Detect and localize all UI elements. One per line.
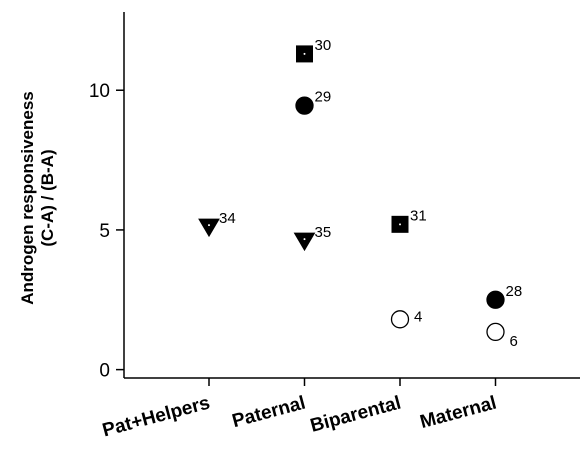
data-point-triangle [293, 232, 316, 252]
y-axis-label-line2: (C-A) / (B-A) [38, 149, 57, 246]
marker-dot [208, 224, 210, 227]
x-tick-label: Biparental [308, 393, 403, 437]
data-point-label: 29 [315, 89, 332, 106]
data-point-label: 35 [315, 224, 332, 241]
data-point-label: 28 [506, 283, 523, 300]
x-ticks: Pat+Helpers Paternal Biparental Maternal [100, 378, 499, 441]
axes [123, 12, 580, 379]
data-point-triangle [198, 218, 220, 238]
data-point-circle [486, 290, 505, 309]
data-point-circle [390, 310, 410, 329]
data-point-label: 31 [410, 207, 427, 224]
y-axis-label-line1: Androgen responsiveness [18, 91, 37, 305]
data-point-label: 6 [510, 333, 518, 350]
x-tick-label: Maternal [418, 393, 499, 434]
data-point-label: 4 [414, 308, 422, 325]
y-ticks: 0 5 10 [89, 81, 124, 382]
y-tick-label: 0 [99, 361, 110, 382]
data-points: 34 30 29 35 31 4 28 6 [198, 37, 523, 350]
marker-dot [303, 238, 306, 241]
data-point-label: 34 [219, 210, 236, 227]
marker-dot [303, 52, 306, 55]
y-tick-label: 10 [89, 81, 110, 102]
data-point-label: 30 [315, 37, 332, 54]
x-tick-label: Pat+Helpers [100, 393, 212, 442]
data-point-circle [295, 96, 314, 115]
data-point-circle [486, 322, 505, 342]
y-axis-label: Androgen responsiveness (C-A) / (B-A) [18, 91, 57, 305]
y-tick-label: 5 [99, 221, 110, 242]
marker-dot [399, 223, 401, 226]
x-tick-label: Paternal [230, 393, 308, 433]
